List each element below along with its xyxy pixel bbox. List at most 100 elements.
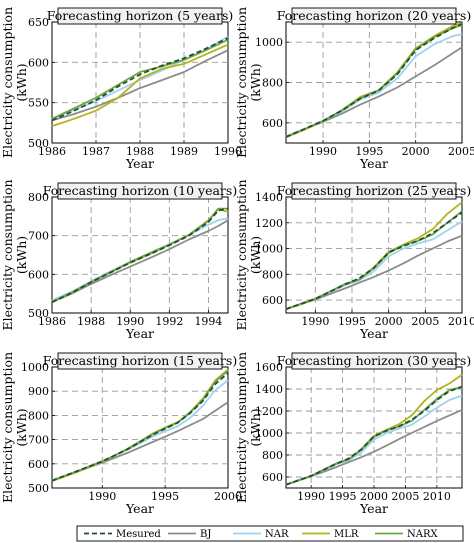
y-tick-label: 800: [262, 77, 283, 90]
x-tick-label: 1986: [38, 315, 66, 328]
series-line-mesured: [285, 211, 463, 310]
y-tick-label: 550: [28, 97, 49, 110]
x-tick-label: 2000: [375, 315, 403, 328]
chart-title: Forecasting horizon (10 years): [43, 183, 237, 198]
y-axis-label-line-1: Electricity consumption: [0, 7, 15, 158]
x-tick-label: 1990: [116, 315, 144, 328]
series-line-mesured: [51, 372, 229, 482]
x-tick-label: 1987: [82, 145, 110, 158]
x-tick-label: 2010: [423, 490, 451, 503]
y-tick-label: 700: [28, 434, 49, 447]
x-tick-label: 1990: [297, 490, 325, 503]
y-axis-label: Electricity consumption(kWh): [234, 7, 263, 158]
y-axis-label-line-2: (kWh): [14, 63, 29, 101]
x-axis-label: Year: [125, 326, 154, 341]
x-axis-label: Year: [359, 326, 388, 341]
chart-title-box: [291, 7, 457, 25]
y-axis-label-line-1: Electricity consumption: [234, 352, 249, 503]
legend-label-nar: NAR: [265, 529, 289, 540]
plot-frame: [51, 196, 229, 314]
y-tick-label: 1000: [255, 427, 283, 440]
y-tick-label: 800: [28, 191, 49, 204]
y-tick-label: 1000: [255, 36, 283, 49]
chart-title: Forecasting horizon (15 years): [43, 353, 237, 368]
x-tick-label: 1988: [126, 145, 154, 158]
legend-label-bj: BJ: [200, 529, 211, 540]
series-line-bj: [285, 234, 463, 310]
y-tick-label: 800: [262, 268, 283, 281]
plot-frame: [285, 196, 463, 314]
y-axis-label: Electricity consumption(kWh): [0, 7, 29, 158]
x-tick-label: 1995: [151, 490, 179, 503]
legend-label-mesured: Mesured: [116, 529, 161, 540]
x-tick-label: 1995: [329, 490, 357, 503]
y-axis-label-line-2: (kWh): [248, 236, 263, 274]
x-tick-label: 2005: [391, 490, 419, 503]
y-axis-label: Electricity consumption(kWh): [0, 179, 29, 330]
x-tick-label: 1990: [214, 145, 242, 158]
chart-title-box: [291, 352, 457, 370]
y-tick-label: 500: [28, 307, 49, 320]
x-tick-label: 1986: [38, 145, 66, 158]
x-tick-label: 2010: [448, 315, 474, 328]
x-tick-label: 2000: [402, 145, 430, 158]
y-axis-label-line-1: Electricity consumption: [0, 352, 15, 503]
x-tick-label: 1988: [77, 315, 105, 328]
x-tick-label: 1992: [155, 315, 183, 328]
y-axis-label: Electricity consumption(kWh): [0, 352, 29, 503]
chart-title: Forecasting horizon (20 years): [277, 8, 471, 23]
y-axis-label-line-2: (kWh): [248, 408, 263, 446]
y-tick-label: 900: [28, 385, 49, 398]
x-axis-label: Year: [125, 156, 154, 171]
plot-frame: [285, 21, 463, 144]
x-axis-label: Year: [359, 501, 388, 516]
y-axis-label-line-2: (kWh): [14, 236, 29, 274]
series-line-mesured: [285, 385, 463, 486]
chart-panel-3: 1986 1988 1990 1992 1994 500 600 700 800Forecast…: [0, 179, 237, 341]
y-tick-label: 1000: [21, 361, 49, 374]
y-tick-label: 1000: [255, 243, 283, 256]
series-line-mesured: [51, 207, 229, 304]
y-tick-label: 600: [262, 471, 283, 484]
y-tick-label: 600: [28, 268, 49, 281]
y-tick-label: 1200: [255, 405, 283, 418]
x-tick-label: 2000: [360, 490, 388, 503]
y-axis-label-line-1: Electricity consumption: [0, 179, 15, 330]
y-axis-label-line-1: Electricity consumption: [234, 179, 249, 330]
y-tick-label: 1400: [255, 191, 283, 204]
chart-panel-4: 1990 1995 2000 2005 2010 600 800 1000 1200 1400Fo…: [234, 179, 474, 341]
y-tick-label: 500: [28, 482, 49, 495]
y-tick-label: 1400: [255, 383, 283, 396]
y-tick-label: 700: [28, 230, 49, 243]
series-line-bj: [51, 219, 229, 304]
x-tick-label: 2000: [214, 490, 242, 503]
chart-title: Forecasting horizon (30 years): [277, 353, 471, 368]
y-tick-label: 600: [262, 294, 283, 307]
legend: Mesured BJ NAR MLR NARX: [76, 525, 464, 542]
y-tick-label: 800: [262, 449, 283, 462]
chart-title-box: [291, 182, 457, 200]
x-tick-label: 2005: [448, 145, 474, 158]
x-tick-label: 1994: [194, 315, 222, 328]
y-axis-label-line-2: (kWh): [248, 63, 263, 101]
chart-panel-5: 1990 1995 2000 500 600 700 800 900 1000Forecasti…: [0, 352, 242, 516]
y-tick-label: 500: [28, 137, 49, 150]
chart-title-box: [57, 352, 223, 370]
chart-title-box: [57, 182, 223, 200]
y-tick-label: 1200: [255, 217, 283, 230]
y-axis-label: Electricity consumption(kWh): [234, 179, 263, 330]
legend-label-mlr: MLR: [334, 529, 359, 540]
x-tick-label: 2005: [411, 315, 439, 328]
y-tick-label: 600: [28, 56, 49, 69]
chart-panel-2: 1990 1995 2000 2005 600 800 1000 Forecasting ho…: [234, 7, 474, 171]
y-tick-label: 600: [262, 117, 283, 130]
y-tick-label: 1600: [255, 361, 283, 374]
y-tick-label: 800: [28, 409, 49, 422]
x-tick-label: 1990: [88, 490, 116, 503]
series-line-mlr: [51, 43, 229, 127]
legend-box: [76, 525, 464, 542]
series-line-mesured: [51, 37, 229, 122]
chart-panel-6: 1990 1995 2000 2005 2010 600 800 1000 1200 1400 16…: [234, 352, 471, 516]
x-tick-label: 1989: [170, 145, 198, 158]
